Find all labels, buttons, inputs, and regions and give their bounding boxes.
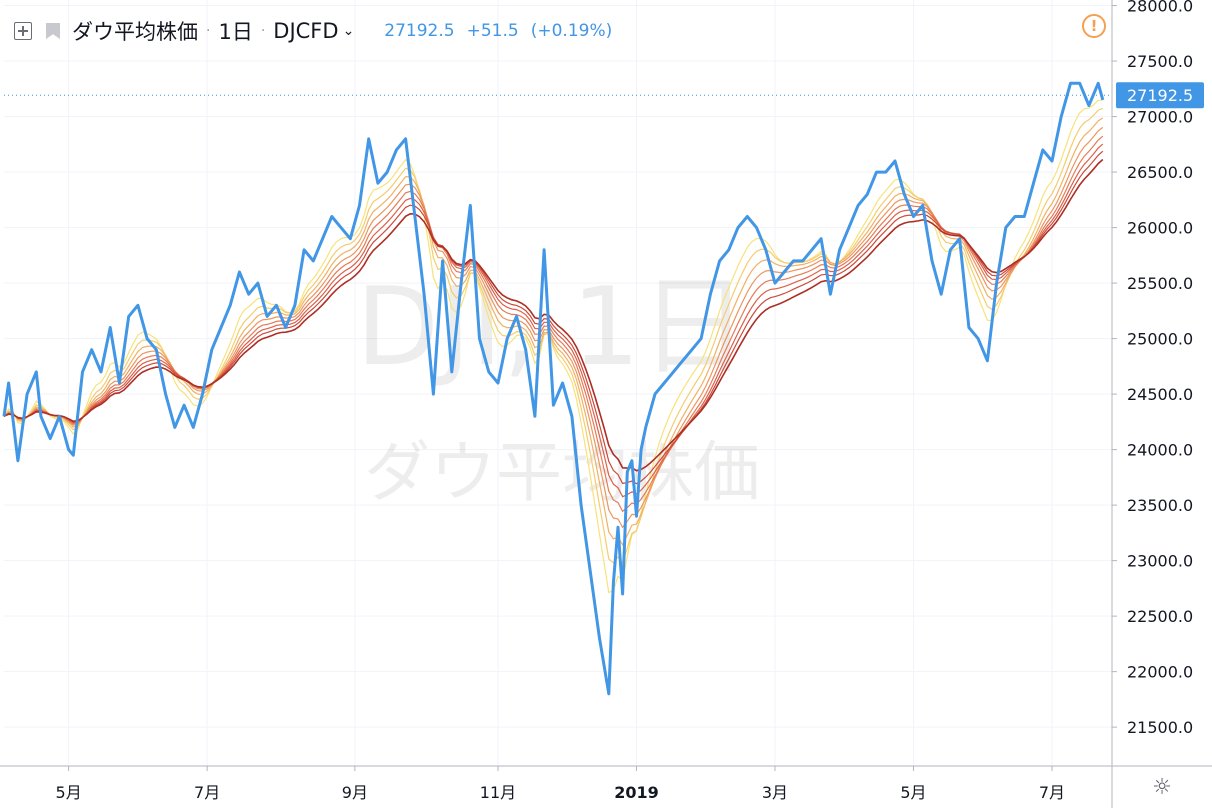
legend-change: +51.5 [466,21,519,41]
separator-dot: · [260,23,266,39]
x-tick-label: 2019 [614,783,659,802]
ma-line-30 [3,158,1104,472]
y-tick-label: 27500.0 [1127,52,1193,71]
y-tick-label: 25000.0 [1127,330,1193,349]
y-tick-label: 22500.0 [1127,607,1193,626]
ma-line-11 [3,107,1104,565]
y-tick-label: 24000.0 [1127,441,1193,460]
chevron-down-icon[interactable]: ⌄ [342,23,355,39]
collapse-icon[interactable] [14,22,32,40]
ma-ribbon [3,99,1104,594]
legend: ダウ平均株価 · 1日 · DJCFD ⌄ 27192.5 +51.5 (+0.… [14,14,612,48]
legend-interval[interactable]: 1日 [218,20,253,44]
price-label-bg [1116,82,1204,109]
x-tick-label: 3月 [762,783,788,802]
price-series [2,81,1105,696]
y-tick-label: 21500.0 [1127,718,1193,737]
ma-line-14 [3,117,1104,547]
y-tick-label: 25500.0 [1127,274,1193,293]
x-tick-label: 5月 [900,783,926,802]
y-tick-label: 26000.0 [1127,219,1193,238]
alert-icon[interactable]: ! [1082,14,1106,38]
price-line [2,81,1105,696]
flag-icon[interactable] [46,23,60,39]
legend-title[interactable]: ダウ平均株価 [72,20,198,44]
x-tick-label: 5月 [56,783,82,802]
legend-last-value: 27192.5 [384,21,455,41]
legend-source[interactable]: DJCFD [273,19,339,43]
gear-icon[interactable]: ☼ [1152,775,1172,800]
y-tick-label: 22000.0 [1127,663,1193,682]
y-tick-label: 23500.0 [1127,496,1193,515]
x-tick-label: 7月 [194,783,220,802]
separator-dot: · [206,23,211,39]
y-tick-label: 26500.0 [1127,163,1193,182]
x-tick-label: 11月 [480,783,516,802]
price-label: 27192.5 [1127,86,1193,105]
watermark-title: ダウ平均株価 [364,434,760,511]
y-tick-label: 27000.0 [1127,108,1193,127]
x-tick-label: 9月 [342,783,368,802]
y-tick-label: 23000.0 [1127,552,1193,571]
x-tick-label: 7月 [1039,783,1065,802]
y-tick-label: 24500.0 [1127,385,1193,404]
legend-change-pct: (+0.19%) [530,21,613,41]
y-tick-label: 28000.0 [1127,0,1193,16]
